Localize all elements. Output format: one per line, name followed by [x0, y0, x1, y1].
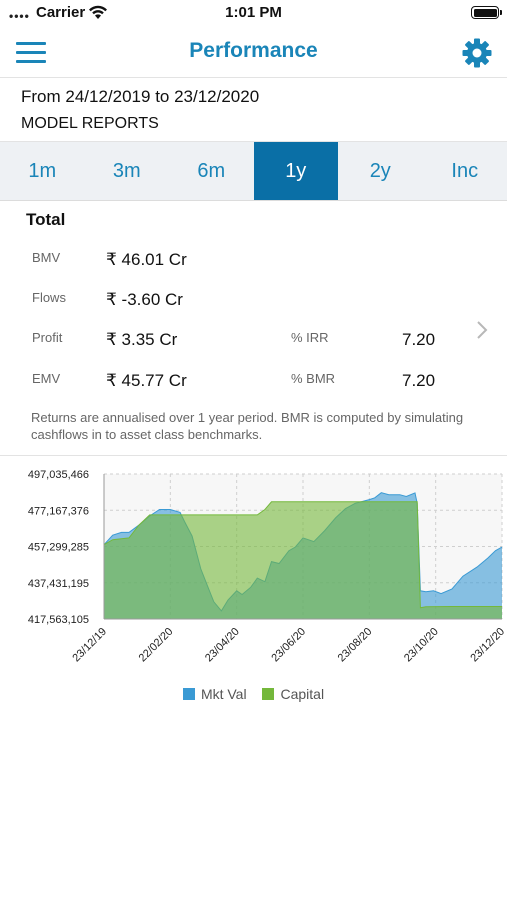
- emv-label: EMV: [32, 371, 61, 386]
- y-tick-label: 497,035,466: [28, 469, 89, 481]
- y-tick-label: 417,563,105: [28, 614, 89, 626]
- x-tick-label: 23/08/20: [336, 626, 375, 665]
- chart-legend: Mkt Val Capital: [0, 686, 507, 702]
- tab-6m[interactable]: 6m: [197, 160, 226, 182]
- legend-label-mkt-val: Mkt Val: [200, 686, 247, 702]
- tab-1m[interactable]: 1m: [28, 160, 57, 182]
- tab-3m[interactable]: 3m: [112, 160, 141, 182]
- tab-1y[interactable]: 1y: [253, 142, 338, 200]
- x-tick-label: 23/04/20: [203, 626, 242, 665]
- tab-inc[interactable]: Inc: [451, 160, 479, 182]
- summary-heading: Total: [26, 210, 66, 229]
- legend-item-mkt-val[interactable]: Mkt Val: [182, 686, 247, 702]
- y-tick-label: 457,299,285: [28, 542, 89, 554]
- profit-label: Profit: [32, 330, 63, 345]
- y-tick-label: 477,167,376: [28, 505, 89, 517]
- chevron-right-icon[interactable]: [475, 319, 489, 341]
- performance-chart: 497,035,466 477,167,376 457,299,285 437,431…: [0, 457, 507, 712]
- status-bar: •••• Carrier 1:01 PM: [0, 0, 507, 28]
- emv-value: ₹ 45.77 Cr: [106, 371, 187, 390]
- irr-value: 7.20: [402, 330, 436, 349]
- period-tabs: 1m 3m 6m 1y 2y Inc: [0, 142, 507, 201]
- date-range: From 24/12/2019 to 23/12/2020: [21, 87, 260, 106]
- y-tick-label: 437,431,195: [28, 578, 89, 590]
- page-title: Performance: [189, 39, 318, 62]
- status-time: 1:01 PM: [225, 4, 282, 21]
- x-tick-label: 23/06/20: [269, 626, 308, 665]
- report-type: MODEL REPORTS: [21, 115, 159, 132]
- x-tick-label: 22/02/20: [137, 626, 176, 665]
- capital-series-area: [104, 501, 502, 619]
- report-info: From 24/12/2019 to 23/12/2020 MODEL REPO…: [0, 79, 507, 142]
- hamburger-menu-icon[interactable]: [16, 42, 46, 64]
- gear-icon[interactable]: [461, 37, 493, 69]
- x-tick-label: 23/12/20: [468, 626, 507, 665]
- performance-summary[interactable]: Total BMV ₹ 46.01 Cr Flows ₹ -3.60 Cr Pr…: [0, 201, 507, 456]
- capital-series-line: [103, 501, 502, 609]
- bmv-value: ₹ 46.01 Cr: [106, 250, 187, 269]
- chart-svg: 497,035,466 477,167,376 457,299,285 437,431…: [28, 469, 507, 665]
- cellular-signal-icon: ••••: [9, 9, 30, 23]
- battery-icon: [471, 6, 502, 19]
- bmr-value: 7.20: [402, 371, 436, 390]
- bmr-label: % BMR: [291, 371, 336, 386]
- irr-label: % IRR: [291, 330, 329, 345]
- legend-swatch-capital: [262, 688, 275, 700]
- navigation-bar: Performance: [0, 28, 507, 78]
- x-tick-label: 23/10/20: [402, 626, 441, 665]
- legend-swatch-mkt-val: [182, 688, 195, 700]
- flows-value: ₹ -3.60 Cr: [106, 290, 183, 309]
- wifi-icon: [89, 5, 107, 19]
- legend-item-capital[interactable]: Capital: [262, 686, 324, 702]
- returns-note: Returns are annualised over 1 year perio…: [31, 410, 464, 442]
- profit-value: ₹ 3.35 Cr: [106, 330, 178, 349]
- x-tick-label: 23/12/19: [70, 626, 109, 665]
- bmv-label: BMV: [32, 250, 61, 265]
- legend-label-capital: Capital: [280, 686, 325, 702]
- tab-2y[interactable]: 2y: [369, 160, 391, 182]
- flows-label: Flows: [32, 290, 66, 305]
- carrier-name: Carrier: [36, 4, 86, 21]
